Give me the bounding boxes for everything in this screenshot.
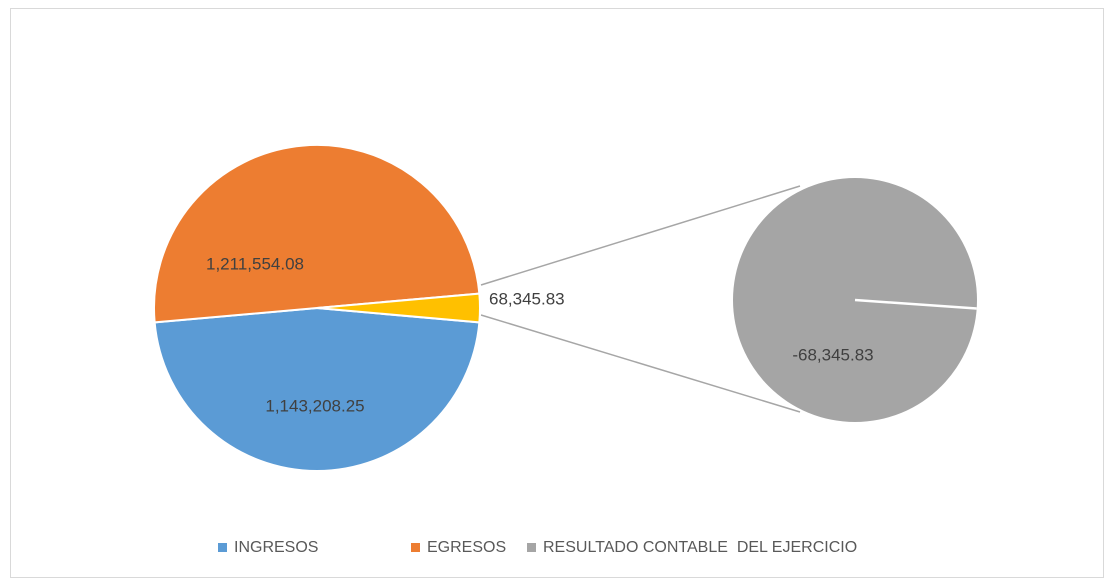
data-label: 1,143,208.25 xyxy=(265,396,364,415)
legend-label: EGRESOS xyxy=(427,539,506,556)
legend-swatch xyxy=(411,543,420,552)
connector-line xyxy=(480,185,801,286)
data-label: -68,345.83 xyxy=(792,345,873,364)
pie-slice xyxy=(153,306,481,472)
legend-swatch xyxy=(218,543,227,552)
data-label: 68,345.83 xyxy=(489,289,565,308)
pie-slice xyxy=(153,143,481,324)
slice-border xyxy=(854,298,977,310)
pie-slice xyxy=(316,292,481,324)
connector-line xyxy=(480,314,801,413)
legend-label: INGRESOS xyxy=(234,539,318,556)
legend-label: RESULTADO CONTABLE DEL EJERCICIO xyxy=(543,539,857,556)
legend-swatch xyxy=(527,543,536,552)
data-label: 1,211,554.08 xyxy=(206,254,304,273)
